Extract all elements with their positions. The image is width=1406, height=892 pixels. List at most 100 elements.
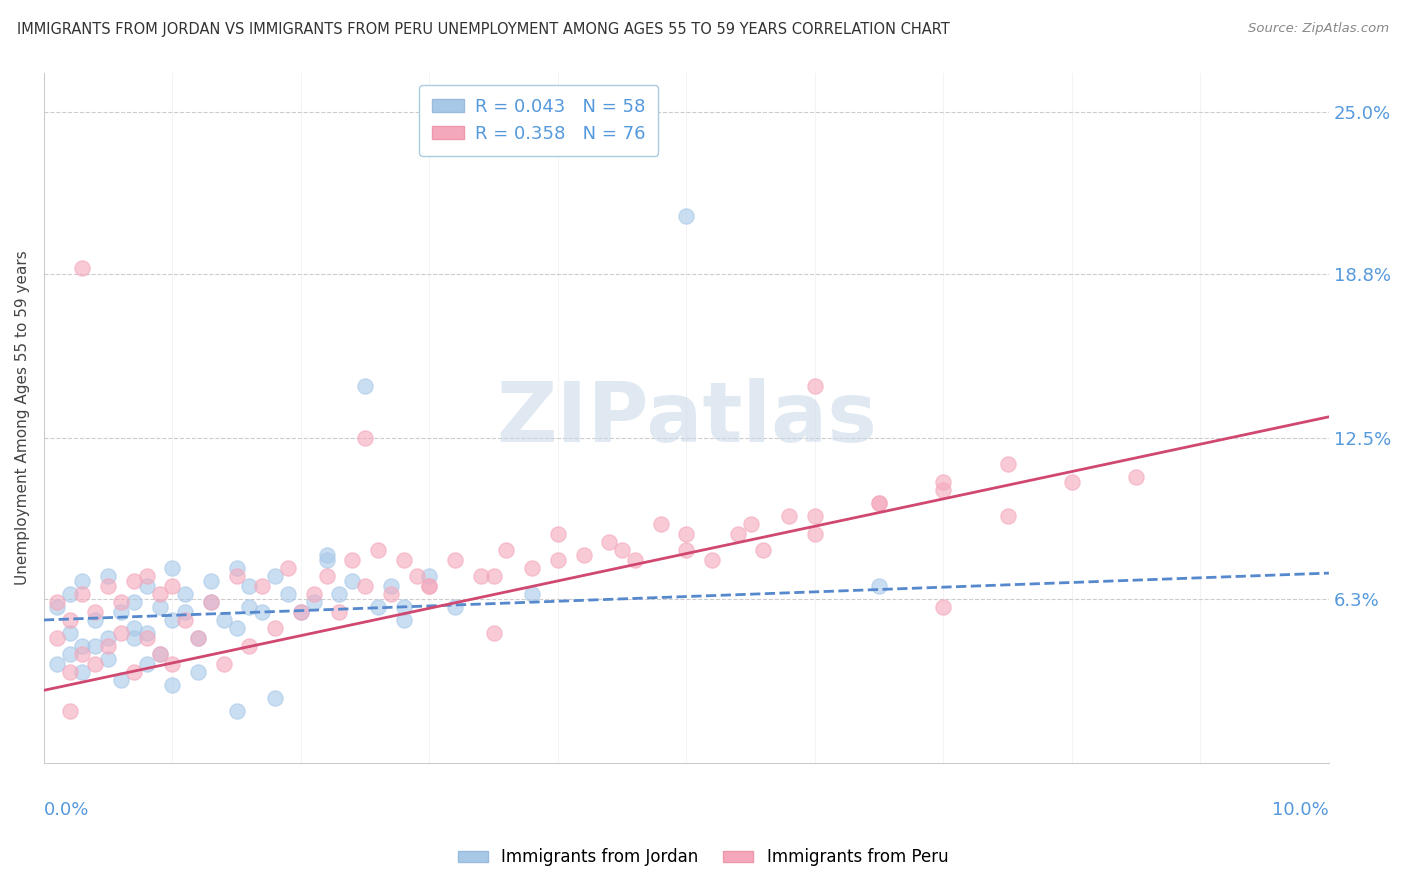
Point	[58, 647, 80, 661]
Point	[110, 605, 132, 619]
Point	[315, 548, 337, 562]
Point	[148, 647, 170, 661]
Point	[97, 639, 120, 653]
Point	[277, 561, 299, 575]
Point	[72, 665, 94, 679]
Point	[700, 553, 723, 567]
Point	[752, 542, 775, 557]
Point	[148, 599, 170, 614]
Point	[727, 527, 749, 541]
Point	[45, 599, 67, 614]
Point	[225, 568, 247, 582]
Point	[302, 587, 325, 601]
Point	[392, 553, 415, 567]
Point	[135, 631, 157, 645]
Point	[110, 595, 132, 609]
Point	[122, 621, 145, 635]
Point	[122, 574, 145, 588]
Point	[97, 652, 120, 666]
Point	[315, 568, 337, 582]
Point	[392, 599, 415, 614]
Point	[547, 553, 569, 567]
Point	[264, 568, 287, 582]
Point	[997, 508, 1019, 523]
Point	[200, 595, 222, 609]
Text: IMMIGRANTS FROM JORDAN VS IMMIGRANTS FROM PERU UNEMPLOYMENT AMONG AGES 55 TO 59 : IMMIGRANTS FROM JORDAN VS IMMIGRANTS FRO…	[17, 22, 949, 37]
Point	[354, 579, 377, 593]
Point	[675, 209, 697, 223]
Point	[174, 605, 197, 619]
Point	[110, 626, 132, 640]
Point	[624, 553, 647, 567]
Point	[84, 639, 107, 653]
Legend: R = 0.043   N = 58, R = 0.358   N = 76: R = 0.043 N = 58, R = 0.358 N = 76	[419, 86, 658, 156]
Point	[72, 574, 94, 588]
Point	[302, 595, 325, 609]
Text: ZIPatlas: ZIPatlas	[496, 377, 877, 458]
Point	[804, 527, 827, 541]
Point	[804, 378, 827, 392]
Point	[380, 579, 402, 593]
Point	[162, 657, 184, 672]
Point	[238, 639, 260, 653]
Point	[252, 605, 274, 619]
Point	[110, 673, 132, 687]
Point	[328, 605, 350, 619]
Point	[58, 704, 80, 718]
Point	[675, 542, 697, 557]
Point	[225, 561, 247, 575]
Point	[315, 553, 337, 567]
Point	[58, 613, 80, 627]
Point	[290, 605, 312, 619]
Point	[212, 613, 235, 627]
Point	[610, 542, 633, 557]
Point	[650, 516, 672, 531]
Point	[598, 534, 620, 549]
Point	[392, 613, 415, 627]
Point	[547, 527, 569, 541]
Text: 0.0%: 0.0%	[44, 801, 89, 819]
Point	[354, 431, 377, 445]
Point	[45, 595, 67, 609]
Point	[238, 579, 260, 593]
Point	[212, 657, 235, 672]
Point	[135, 657, 157, 672]
Point	[72, 587, 94, 601]
Point	[148, 647, 170, 661]
Point	[675, 527, 697, 541]
Point	[97, 568, 120, 582]
Point	[868, 496, 890, 510]
Point	[997, 457, 1019, 471]
Point	[187, 631, 209, 645]
Point	[264, 621, 287, 635]
Point	[84, 657, 107, 672]
Point	[804, 508, 827, 523]
Point	[238, 599, 260, 614]
Point	[187, 665, 209, 679]
Point	[380, 587, 402, 601]
Point	[522, 587, 544, 601]
Point	[418, 579, 440, 593]
Point	[200, 574, 222, 588]
Point	[932, 483, 955, 497]
Point	[367, 542, 389, 557]
Point	[264, 691, 287, 706]
Point	[187, 631, 209, 645]
Point	[45, 631, 67, 645]
Point	[72, 639, 94, 653]
Point	[84, 613, 107, 627]
Point	[778, 508, 800, 523]
Point	[174, 613, 197, 627]
Point	[868, 496, 890, 510]
Point	[482, 626, 505, 640]
Point	[72, 261, 94, 276]
Point	[342, 574, 364, 588]
Point	[162, 579, 184, 593]
Point	[135, 579, 157, 593]
Point	[290, 605, 312, 619]
Point	[122, 595, 145, 609]
Point	[328, 587, 350, 601]
Point	[58, 626, 80, 640]
Point	[495, 542, 517, 557]
Point	[932, 475, 955, 489]
